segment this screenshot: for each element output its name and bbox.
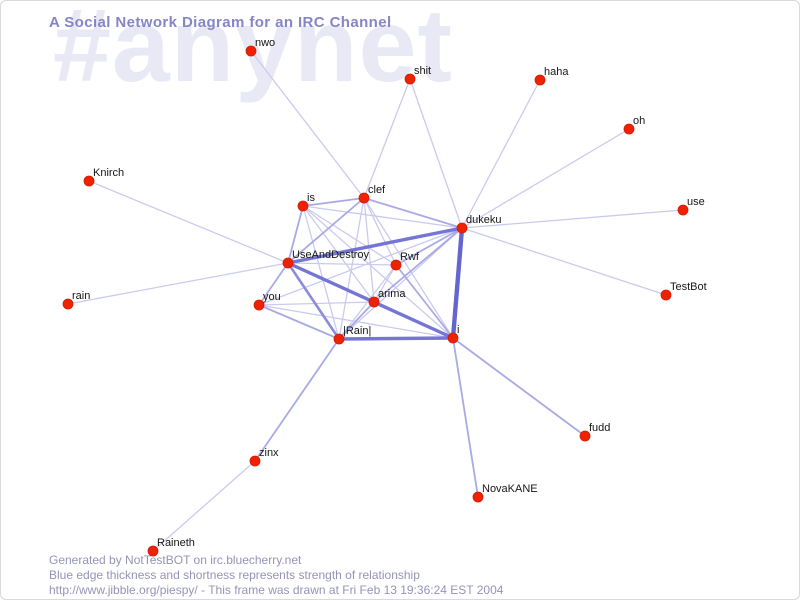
node-dot-zinx: [249, 455, 261, 467]
edge-NovaKANE-i: [452, 337, 479, 498]
footer-legend-note: Blue edge thickness and shortness repres…: [49, 568, 420, 582]
edge-haha-dukeku: [461, 79, 541, 229]
edge-shit-clef: [363, 78, 411, 199]
node-dot-arima: [368, 296, 380, 308]
edge-fudd-i: [452, 337, 586, 437]
edge-arima-RainPipe: [338, 301, 375, 340]
node-label-shit: shit: [414, 65, 431, 77]
footer-caption: Generated by NotTestBOT on irc.bluecherr…: [49, 553, 503, 598]
node-label-Raineth: Raineth: [157, 537, 195, 549]
edge-clef-arima: [363, 197, 375, 303]
node-dot-fudd: [579, 430, 591, 442]
edge-is-dukeku: [302, 205, 463, 229]
node-label-TestBot: TestBot: [670, 281, 707, 293]
edge-UseAndDestroy-you: [258, 262, 289, 306]
edge-rain-UseAndDestroy: [67, 262, 289, 305]
node-label-fudd: fudd: [589, 422, 610, 434]
diagram-title: A Social Network Diagram for an IRC Chan…: [49, 14, 392, 31]
node-dot-RainPipe: [333, 333, 345, 345]
edge-oh-dukeku: [461, 128, 630, 229]
node-label-arima: arima: [378, 288, 406, 300]
node-dot-haha: [534, 74, 546, 86]
node-label-clef: clef: [368, 184, 386, 196]
edge-dukeku-arima: [373, 227, 463, 303]
node-dot-oh: [623, 123, 635, 135]
edge-shit-dukeku: [409, 78, 463, 229]
node-label-haha: haha: [544, 66, 569, 78]
node-dot-Rwf: [390, 259, 402, 271]
node-dot-nwo: [245, 45, 257, 57]
edge-zinx-Raineth: [152, 460, 256, 552]
node-label-you: you: [263, 291, 281, 303]
footer-url-timestamp: http://www.jibble.org/piespy/ - This fra…: [49, 583, 504, 597]
edge-dukeku-UseAndDestroy: [287, 226, 463, 265]
node-dot-rain: [62, 298, 74, 310]
edge-clef-RainPipe: [338, 197, 365, 340]
edge-is-UseAndDestroy: [287, 205, 304, 264]
node-label-UseAndDestroy: UseAndDestroy: [292, 249, 370, 261]
edge-clef-Rwf: [363, 197, 397, 266]
edge-clef-dukeku: [363, 197, 463, 229]
edge-UseAndDestroy-RainPipe: [286, 262, 341, 340]
node-dot-dukeku: [456, 222, 468, 234]
node-label-Rwf: Rwf: [400, 251, 420, 263]
edge-is-Rwf: [302, 205, 397, 266]
edge-clef-UseAndDestroy: [287, 197, 365, 264]
edge-nwo-clef: [250, 50, 365, 199]
edge-clef-i: [363, 197, 454, 339]
node-label-RainPipe: |Rain|: [343, 325, 371, 337]
node-label-oh: oh: [633, 115, 645, 127]
edge-Knirch-UseAndDestroy: [88, 180, 289, 264]
edge-use-dukeku: [461, 209, 684, 229]
edge-dukeku-you: [258, 227, 463, 306]
edge-Rwf-arima: [373, 264, 397, 303]
edge-you-RainPipe: [258, 304, 340, 340]
edge-UseAndDestroy-Rwf: [287, 262, 397, 266]
node-label-dukeku: dukeku: [466, 214, 501, 226]
node-dot-TestBot: [660, 289, 672, 301]
edge-TestBot-dukeku: [461, 227, 667, 296]
node-dot-clef: [358, 192, 370, 204]
node-dot-use: [677, 204, 689, 216]
node-label-zinx: zinx: [259, 447, 279, 459]
edge-Rwf-i: [395, 264, 454, 339]
node-dot-i: [447, 332, 459, 344]
edge-zinx-RainPipe: [254, 338, 340, 462]
edge-dukeku-Rwf: [395, 227, 463, 266]
node-dot-is: [297, 200, 309, 212]
node-label-i: i: [457, 324, 459, 336]
node-dot-UseAndDestroy: [282, 257, 294, 269]
edge-is-RainPipe: [302, 205, 340, 340]
node-label-NovaKANE: NovaKANE: [482, 483, 538, 495]
edge-RainPipe-i: [338, 336, 454, 341]
edge-dukeku-i: [450, 227, 465, 339]
node-label-nwo: nwo: [255, 37, 275, 49]
node-dot-you: [253, 299, 265, 311]
edge-dukeku-RainPipe: [338, 227, 463, 340]
node-dot-Knirch: [83, 175, 95, 187]
node-label-use: use: [687, 196, 705, 208]
node-label-rain: rain: [72, 290, 90, 302]
footer-generated-by: Generated by NotTestBOT on irc.bluecherr…: [49, 553, 302, 567]
node-dot-Raineth: [147, 545, 159, 557]
node-label-Knirch: Knirch: [93, 167, 124, 179]
edge-is-clef: [302, 197, 365, 207]
node-dot-NovaKANE: [472, 491, 484, 503]
node-dot-shit: [404, 73, 416, 85]
node-label-is: is: [307, 192, 315, 204]
